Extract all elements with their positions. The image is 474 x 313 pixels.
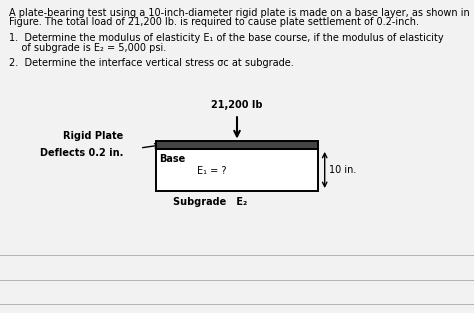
Text: 21,200 lb: 21,200 lb <box>211 100 263 110</box>
Text: Base: Base <box>159 154 185 164</box>
Text: 2.  Determine the interface vertical stress σc at subgrade.: 2. Determine the interface vertical stre… <box>9 58 294 68</box>
Text: Figure. The total load of 21,200 lb. is required to cause plate settlement of 0.: Figure. The total load of 21,200 lb. is … <box>9 17 419 27</box>
Text: Deflects 0.2 in.: Deflects 0.2 in. <box>40 148 123 158</box>
FancyBboxPatch shape <box>156 141 318 149</box>
Text: 10 in.: 10 in. <box>329 165 357 175</box>
Text: of subgrade is E₂ = 5,000 psi.: of subgrade is E₂ = 5,000 psi. <box>9 43 167 53</box>
Text: Subgrade   E₂: Subgrade E₂ <box>173 197 247 207</box>
Text: Rigid Plate: Rigid Plate <box>63 131 123 141</box>
Text: 1.  Determine the modulus of elasticity E₁ of the base course, if the modulus of: 1. Determine the modulus of elasticity E… <box>9 33 444 43</box>
Text: E₁ = ?: E₁ = ? <box>197 166 226 176</box>
FancyBboxPatch shape <box>156 149 318 191</box>
Text: A plate-bearing test using a 10-inch-diameter rigid plate is made on a base laye: A plate-bearing test using a 10-inch-dia… <box>9 8 470 18</box>
